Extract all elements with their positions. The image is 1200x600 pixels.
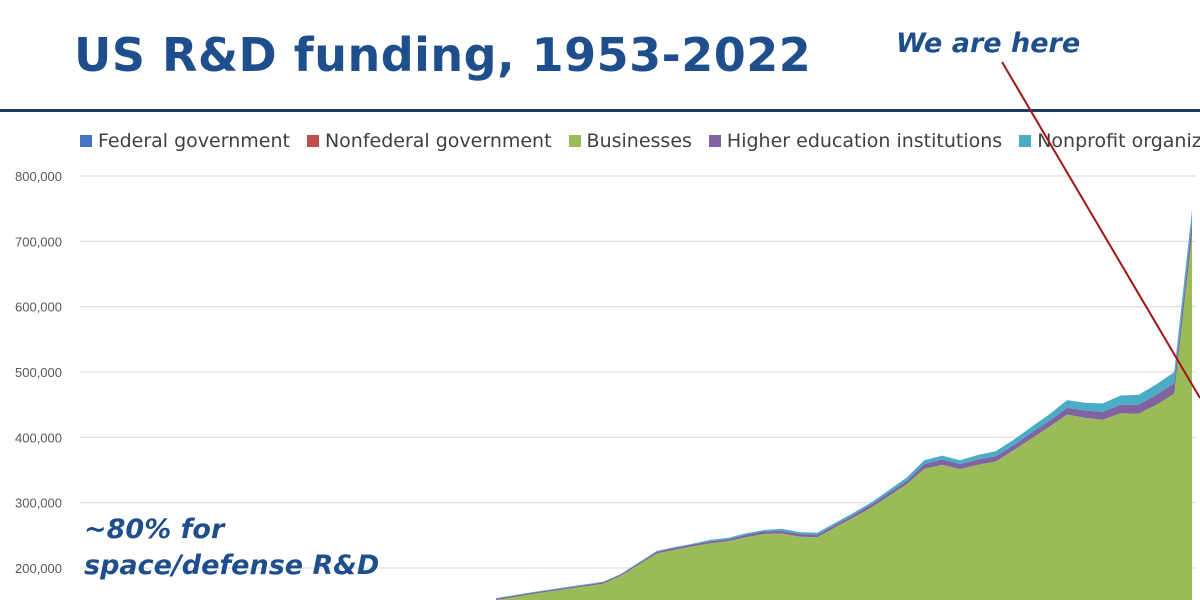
legend-swatch	[1019, 135, 1032, 147]
we-are-here-annotation: We are here	[896, 28, 1081, 59]
space-defense-annotation-line1: ~80% for	[84, 514, 225, 545]
space-defense-annotation-line2: space/defense R&D	[84, 550, 380, 581]
y-tick-label: 800,000	[15, 169, 62, 184]
legend-item-nonprofit-organizations: Nonprofit organizations	[1019, 130, 1200, 152]
y-tick-label: 500,000	[15, 365, 62, 380]
legend-item-federal-government: Federal government	[80, 130, 290, 152]
y-tick-label: 600,000	[15, 300, 62, 315]
y-tick-label: 200,000	[15, 561, 62, 576]
title-divider	[0, 109, 1200, 112]
area-businesses	[496, 234, 1192, 600]
page-title: US R&D funding, 1953-2022	[74, 28, 812, 82]
legend-item-nonfederal-government: Nonfederal government	[306, 130, 552, 152]
legend-item-businesses: Businesses	[568, 130, 692, 152]
y-tick-label: 400,000	[15, 430, 62, 445]
legend-swatch	[568, 135, 581, 147]
chart-legend: Federal government Nonfederal government B…	[80, 128, 1200, 154]
chart-areas	[496, 210, 1192, 600]
legend-swatch	[708, 135, 721, 147]
y-axis-ticks: 200,000 300,000 400,000 500,000 600,000 700,0…	[15, 169, 62, 576]
space-defense-annotation: ~80% for space/defense R&D	[84, 512, 444, 584]
legend-label: Higher education institutions	[726, 130, 1003, 152]
legend-item-higher-education-institutions: Higher education institutions	[708, 130, 1003, 152]
we-are-here-pointer-line	[1001, 61, 1200, 399]
legend-label: Nonprofit organizations	[1037, 130, 1200, 152]
y-tick-label: 700,000	[15, 234, 62, 249]
legend-label: Nonfederal government	[324, 130, 552, 152]
legend-label: Federal government	[98, 130, 290, 152]
legend-swatch	[306, 135, 319, 147]
y-tick-label: 300,000	[15, 496, 62, 511]
legend-label: Businesses	[586, 130, 692, 152]
legend-swatch	[80, 135, 92, 147]
